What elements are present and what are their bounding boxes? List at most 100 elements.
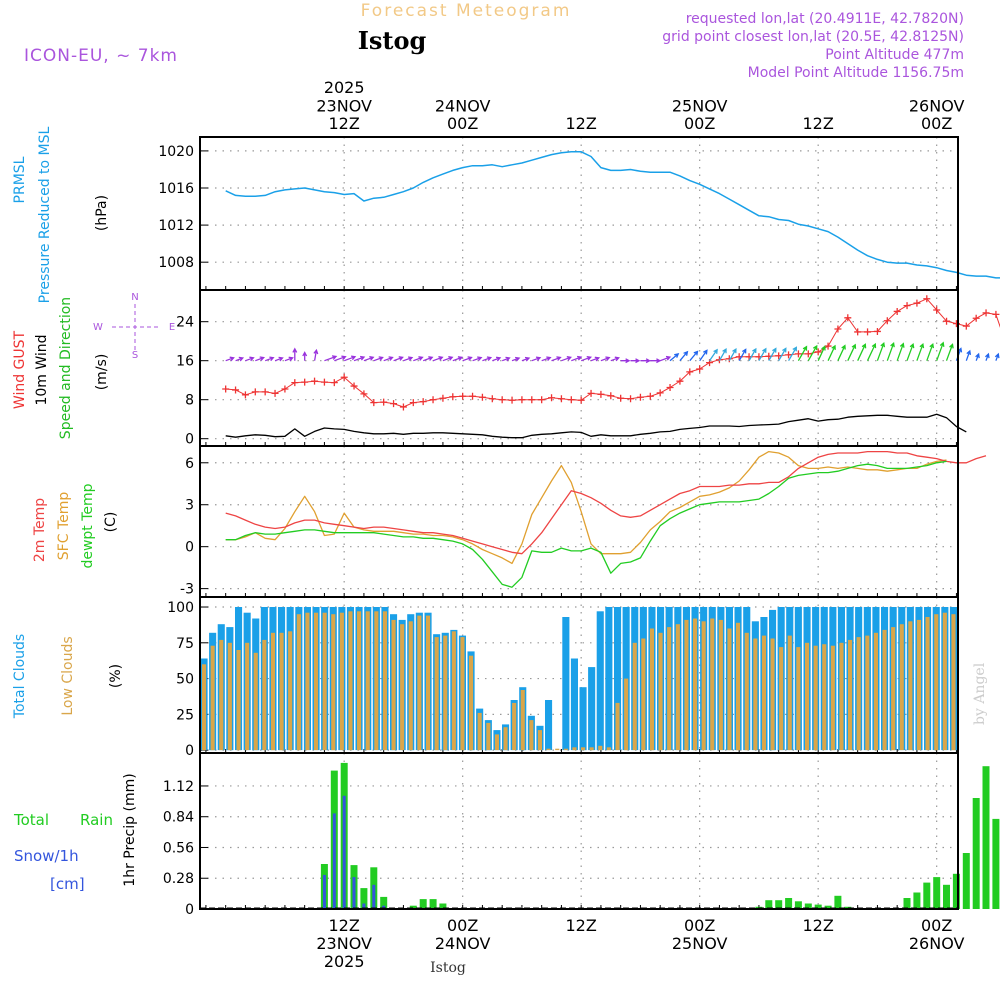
rain-bar: [804, 903, 812, 909]
temp-ytick-label: 6: [185, 456, 194, 472]
gust-marker: [607, 392, 615, 400]
low-cloud-bar: [262, 639, 267, 751]
gust-marker: [962, 322, 970, 330]
low-cloud-bar: [882, 629, 887, 751]
rain-label: Rain: [80, 811, 113, 829]
low-cloud-bar: [813, 645, 818, 751]
low-cloud-bar: [210, 645, 215, 751]
gust-marker: [439, 394, 447, 402]
wind-direction-arrow: [778, 347, 787, 362]
gust-marker: [854, 328, 862, 336]
snow-label: Snow/1h: [14, 847, 79, 865]
low-cloud-bar: [391, 619, 396, 751]
gust-marker: [399, 403, 407, 411]
wind-direction-arrow: [511, 356, 521, 362]
gust-marker: [636, 393, 644, 401]
footer-location: Istog: [430, 960, 466, 976]
wind-direction-arrow: [640, 358, 651, 364]
wind-direction-arrow: [758, 347, 767, 362]
low-cloud-bar: [305, 612, 310, 751]
gust-marker: [390, 400, 398, 408]
dewpt-line: [225, 460, 947, 588]
rain-bar: [765, 900, 773, 909]
wind-direction-arrow: [994, 352, 1000, 361]
wind-panel: 0 8 16 24: [176, 290, 1000, 448]
precip-labels: Total Rain Snow/1h [cm] 1hr Precip (mm): [13, 773, 138, 893]
temp-panel: -3 0 3 6: [180, 446, 987, 598]
low-cloud-bar: [934, 614, 939, 751]
low-cloud-bar: [555, 748, 560, 751]
gust-marker: [340, 373, 348, 381]
wind-direction-arrow: [926, 342, 935, 361]
temp2m-line: [225, 450, 987, 555]
total-cloud-bar: [562, 617, 570, 751]
clouds-ytick-label: 25: [176, 707, 194, 723]
gust-marker: [518, 396, 526, 404]
wind-direction-arrow: [817, 345, 826, 361]
top-time-label: 23NOV: [316, 97, 372, 116]
low-cloud-bar: [357, 611, 362, 751]
pressure-unit: (hPa): [94, 195, 110, 231]
low-cloud-bar: [615, 702, 620, 751]
compass-rose: N S W E: [93, 292, 175, 361]
wind-direction-arrow: [521, 356, 531, 362]
temp-plot-bg: [200, 446, 958, 597]
rain-bar: [972, 798, 980, 909]
bottom-time-label: 2025: [324, 952, 365, 971]
low-cloud-bar: [779, 647, 784, 751]
wind-direction-arrow: [225, 356, 235, 362]
wind-direction-arrow: [699, 349, 708, 362]
low-cloud-bar: [314, 612, 319, 751]
wind-direction-arrow: [600, 356, 611, 362]
wind-direction-arrow: [768, 347, 777, 362]
rain-bar: [409, 905, 417, 909]
gust-marker: [617, 394, 625, 402]
top-time-label: 24NOV: [435, 97, 491, 116]
wind-direction-arrow: [857, 343, 867, 361]
snow-bar: [322, 874, 326, 909]
low-cloud-bar: [787, 635, 792, 751]
compass-w: W: [93, 322, 103, 333]
low-cloud-bar: [400, 624, 405, 751]
wind-direction-arrow: [571, 355, 583, 362]
gust-marker: [686, 368, 694, 376]
precip-plot-bg: [200, 753, 958, 909]
wind-direction-arrow: [501, 356, 511, 362]
low-cloud-bar: [374, 611, 379, 751]
bottom-time-label: 12Z: [566, 916, 597, 935]
gust-marker: [271, 389, 279, 397]
wind-direction-arrow: [886, 342, 895, 361]
wind-ytick-label: 0: [185, 432, 194, 448]
gust-marker: [646, 392, 654, 400]
low-clouds-label: Low Clouds: [60, 636, 76, 715]
rain-bar: [844, 906, 852, 909]
low-cloud-bar: [796, 647, 801, 751]
low-cloud-bar: [434, 637, 439, 751]
gust-marker: [696, 365, 704, 373]
gust-marker: [933, 306, 941, 314]
total-cloud-bar: [622, 607, 630, 751]
low-cloud-bar: [736, 622, 741, 751]
bottom-time-label: 12Z: [803, 916, 834, 935]
gust-marker: [459, 392, 467, 400]
wind-direction-arrow: [561, 356, 572, 362]
bottom-time-label: 23NOV: [316, 934, 372, 953]
clouds-ytick-label: 75: [176, 636, 194, 652]
gust-marker: [913, 299, 921, 307]
wind-direction-arrow: [393, 356, 404, 362]
low-cloud-bar: [891, 627, 896, 751]
rain-bar: [834, 895, 842, 909]
precip-ytick-label: 1.12: [163, 779, 194, 795]
low-cloud-bar: [658, 632, 663, 751]
gust-marker: [972, 314, 980, 322]
model-altitude: Model Point Altitude 1156.75m: [748, 65, 964, 81]
bottom-time-label: 12Z: [329, 916, 360, 935]
wind-direction-arrow: [343, 355, 357, 362]
snow-bar: [342, 795, 346, 909]
wind-direction-arrow: [580, 355, 592, 362]
total-cloud-bar: [596, 611, 604, 751]
low-cloud-bar: [202, 664, 207, 751]
wind-direction-arrow: [906, 342, 915, 361]
pressure-ytick-label: 1008: [158, 255, 194, 271]
wind-direction-arrow: [984, 352, 990, 361]
